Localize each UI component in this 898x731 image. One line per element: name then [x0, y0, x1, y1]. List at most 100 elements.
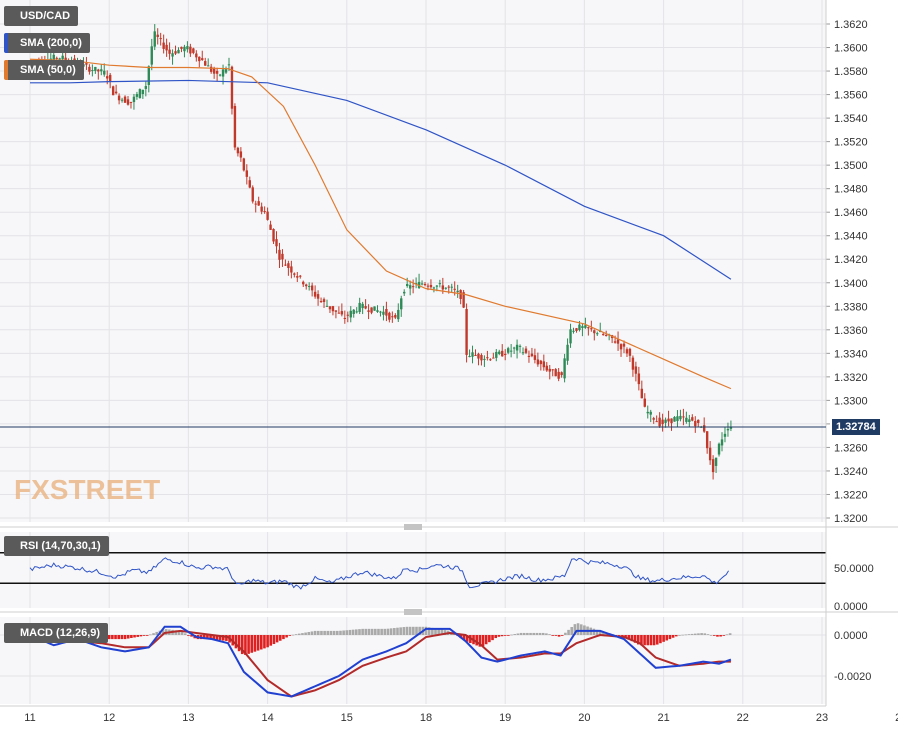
candle: [293, 272, 296, 278]
candle: [530, 347, 534, 358]
candle: [717, 442, 721, 457]
macd-histogram-bar: [494, 635, 497, 639]
candle: [290, 260, 293, 279]
pane-divider-1[interactable]: [0, 524, 898, 530]
candle: [233, 103, 237, 151]
macd-histogram-bar: [541, 632, 545, 635]
macd-histogram-bar: [640, 635, 643, 646]
x-tick-label: 18: [420, 712, 432, 724]
candle: [379, 310, 382, 317]
macd-histogram-bar: [709, 635, 713, 636]
macd-histogram-bar: [218, 635, 222, 641]
candle: [619, 343, 623, 357]
macd-histogram-bar: [434, 628, 437, 635]
candle: [554, 368, 557, 377]
candle: [705, 431, 709, 454]
macd-histogram-bar: [139, 635, 143, 637]
candle: [100, 64, 103, 76]
pair-label[interactable]: USD/CAD: [4, 6, 79, 26]
macd-histogram-bar: [564, 632, 567, 635]
candle: [685, 411, 688, 424]
macd-histogram-bar: [567, 629, 570, 635]
candle: [370, 307, 373, 315]
macd-histogram-bar: [364, 628, 368, 635]
candle: [697, 419, 700, 427]
candle: [150, 38, 153, 71]
macd-histogram-bar: [107, 635, 111, 640]
candle: [581, 323, 584, 337]
macd-histogram-bar: [180, 631, 184, 635]
candle: [215, 67, 219, 82]
macd-histogram-bar: [497, 635, 501, 637]
macd-histogram-bar: [285, 635, 288, 638]
macd-histogram-bar: [674, 635, 678, 637]
candle: [729, 420, 733, 432]
candle: [337, 306, 341, 314]
rsi-label[interactable]: RSI (14,70,30,1): [4, 536, 109, 556]
candle: [403, 289, 406, 296]
candle: [593, 329, 596, 341]
macd-histogram-bar: [681, 634, 684, 636]
candle: [123, 95, 127, 103]
candle: [108, 73, 112, 89]
candle: [156, 28, 159, 45]
candle: [560, 371, 563, 378]
candle: [720, 432, 724, 452]
macd-histogram-bar: [408, 626, 412, 635]
macd-histogram-bar: [117, 635, 121, 640]
candle: [275, 231, 278, 254]
candle: [263, 206, 266, 214]
macd-histogram-bar: [431, 627, 434, 635]
macd-histogram-bar: [412, 626, 415, 635]
macd-histogram-bar: [700, 633, 703, 635]
y-tick-label: 1.3500: [834, 160, 868, 172]
macd-histogram-bar: [120, 635, 124, 640]
candle: [322, 297, 326, 308]
macd-histogram-bar: [481, 635, 485, 647]
y-tick-label: 1.3580: [834, 66, 868, 78]
candle: [492, 352, 495, 359]
candle: [114, 84, 118, 95]
macd-histogram-bar: [183, 633, 187, 635]
pane-divider-2[interactable]: [0, 609, 898, 615]
candle: [471, 345, 474, 364]
macd-histogram-bar: [427, 627, 431, 635]
candle: [569, 323, 572, 348]
candle: [548, 364, 551, 380]
macd-histogram-bar: [212, 635, 216, 640]
candle: [408, 280, 412, 296]
candle: [572, 327, 575, 334]
macd-histogram-bar: [579, 624, 583, 635]
macd-label[interactable]: MACD (12,26,9): [4, 623, 109, 643]
macd-histogram-bar: [301, 633, 304, 635]
candle: [391, 311, 394, 323]
candle: [702, 417, 706, 433]
candle: [551, 369, 554, 377]
macd-histogram-bar: [503, 635, 507, 636]
candle: [444, 287, 447, 290]
rsi-line: [29, 557, 729, 590]
sma200-label[interactable]: SMA (200,0): [4, 33, 90, 53]
macd-histogram-bar: [209, 635, 212, 640]
candle: [245, 164, 249, 185]
macd-histogram-bar: [282, 635, 285, 640]
candle: [313, 285, 317, 299]
candle: [141, 89, 145, 99]
candle: [230, 65, 234, 115]
y-tick-label: 1.3240: [834, 466, 868, 478]
macd-histogram-bar: [659, 635, 662, 644]
macd-histogram-bar: [402, 627, 406, 635]
macd-histogram-bar: [516, 633, 520, 635]
candle: [664, 417, 667, 428]
sma50-label[interactable]: SMA (50,0): [4, 60, 84, 80]
sma50-line: [29, 58, 732, 390]
candle: [708, 441, 712, 465]
candle: [382, 305, 385, 321]
candle: [557, 367, 560, 382]
candle: [480, 353, 483, 366]
candle: [361, 301, 364, 315]
macd-histogram-bar: [145, 635, 149, 636]
candle: [186, 41, 189, 53]
candle: [539, 359, 543, 371]
macd-histogram-bar: [244, 635, 247, 655]
